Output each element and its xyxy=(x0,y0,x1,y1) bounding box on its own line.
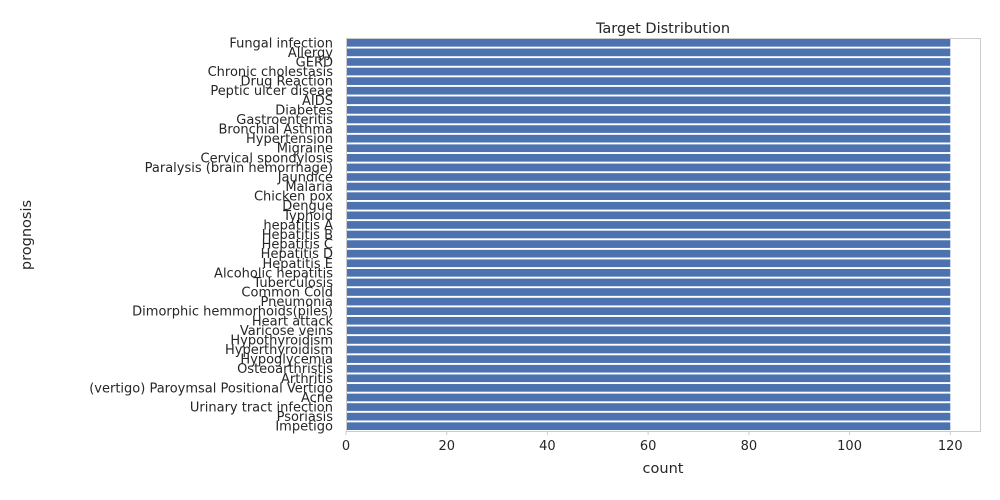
y-tick-label: Hepatitis C xyxy=(262,238,333,253)
bar xyxy=(346,326,951,335)
y-tick-label: Drug Reaction xyxy=(241,75,333,90)
bar xyxy=(346,269,951,277)
bar xyxy=(346,221,951,229)
bar xyxy=(346,384,951,392)
bar xyxy=(346,249,951,258)
y-tick-label: Jaundice xyxy=(277,170,333,185)
x-tick-label: 80 xyxy=(741,439,758,454)
y-tick-label: Impetigo xyxy=(275,420,333,435)
bar xyxy=(346,412,951,421)
bar xyxy=(346,230,951,239)
y-tick-label: hepatitis A xyxy=(263,218,333,233)
bar xyxy=(346,374,951,383)
y-tick-label: Typhoid xyxy=(282,209,333,224)
bar xyxy=(346,163,951,172)
bar xyxy=(346,259,951,268)
y-tick-label: Hepatitis E xyxy=(262,257,333,272)
y-tick-label: Common Cold xyxy=(241,286,333,301)
bar xyxy=(346,393,951,402)
y-tick-label: Arthritis xyxy=(281,372,333,387)
bar xyxy=(346,125,951,133)
y-tick-label: (vertigo) Paroymsal Positional Vertigo xyxy=(89,381,333,396)
chart-title: Target Distribution xyxy=(595,21,730,37)
y-tick-label: Varicose veins xyxy=(240,324,333,339)
bar xyxy=(346,77,951,85)
y-tick-label: Malaria xyxy=(285,180,333,195)
bar xyxy=(346,48,951,57)
y-tick-label: GERD xyxy=(296,55,333,70)
bar xyxy=(346,58,951,66)
bar xyxy=(346,336,951,344)
y-tick-label: Urinary tract infection xyxy=(190,401,333,416)
y-tick-label: Diabetes xyxy=(275,103,333,118)
x-axis-label: count xyxy=(643,461,684,477)
bar xyxy=(346,86,951,95)
y-tick-label: Dimorphic hemmorhoids(piles) xyxy=(132,305,333,320)
bar xyxy=(346,316,951,325)
y-tick-label: Chronic cholestasis xyxy=(208,65,334,80)
bar xyxy=(346,278,951,287)
y-tick-label: Hypertension xyxy=(246,132,333,147)
bar xyxy=(346,106,951,114)
y-tick-label: Hepatitis B xyxy=(262,228,333,243)
y-tick-label: Heart attack xyxy=(252,314,334,329)
bar xyxy=(346,297,951,306)
x-tick-label: 60 xyxy=(640,439,657,454)
y-tick-label: Cervical spondylosis xyxy=(201,151,334,166)
y-tick-label: Dengue xyxy=(282,199,333,214)
bar xyxy=(346,201,951,210)
bars-layer xyxy=(346,38,951,431)
y-tick-label: Peptic ulcer diseae xyxy=(210,84,333,99)
bar xyxy=(346,345,951,354)
bar xyxy=(346,192,951,200)
bar xyxy=(346,182,951,191)
bar xyxy=(346,422,951,431)
bar xyxy=(346,403,951,411)
bar xyxy=(346,240,951,248)
x-tick-label: 120 xyxy=(938,439,963,454)
y-tick-label: Allergy xyxy=(288,46,333,61)
y-tick-label: Alcoholic hepatitis xyxy=(214,266,333,281)
y-tick-label: Hyperthyroidism xyxy=(225,343,333,358)
bar xyxy=(346,364,951,373)
x-tick-label: 100 xyxy=(837,439,862,454)
x-tick-label: 20 xyxy=(438,439,455,454)
y-tick-label: Acne xyxy=(301,391,333,406)
y-tick-label: Gastroenteritis xyxy=(236,113,333,128)
bar xyxy=(346,173,951,181)
y-tick-label: Osteoarthristis xyxy=(237,362,333,377)
y-tick-label: Tuberculosis xyxy=(252,276,333,291)
y-tick-label: Fungal infection xyxy=(229,36,333,51)
x-tick-label: 40 xyxy=(539,439,556,454)
bar xyxy=(346,307,951,316)
y-tick-label: Pneumonia xyxy=(260,295,333,310)
y-tick-label: Bronchial Asthma xyxy=(218,123,333,138)
bar xyxy=(346,144,951,153)
bar xyxy=(346,38,951,47)
bar xyxy=(346,134,951,143)
y-tick-label: Hepatitis D xyxy=(261,247,333,262)
y-tick-label: AIDS xyxy=(302,94,333,109)
bar xyxy=(346,288,951,296)
bar xyxy=(346,153,951,162)
x-axis-ticks: 0 20 40 60 80 100 120 xyxy=(342,431,963,454)
plot-frame xyxy=(346,38,981,432)
y-tick-label: Psoriasis xyxy=(277,410,334,425)
bar xyxy=(346,355,951,363)
y-tick-label: Migraine xyxy=(277,142,333,157)
bar xyxy=(346,67,951,76)
bar xyxy=(346,115,951,124)
y-tick-label: Hypoglycemia xyxy=(240,353,333,368)
bar xyxy=(346,96,951,105)
y-tick-label: Paralysis (brain hemorrhage) xyxy=(145,161,333,176)
y-axis-label: prognosis xyxy=(19,200,35,270)
bar xyxy=(346,211,951,220)
y-tick-label: Hypothyroidism xyxy=(230,333,333,348)
y-tick-label: Chicken pox xyxy=(254,190,333,205)
x-tick-label: 0 xyxy=(342,439,350,454)
